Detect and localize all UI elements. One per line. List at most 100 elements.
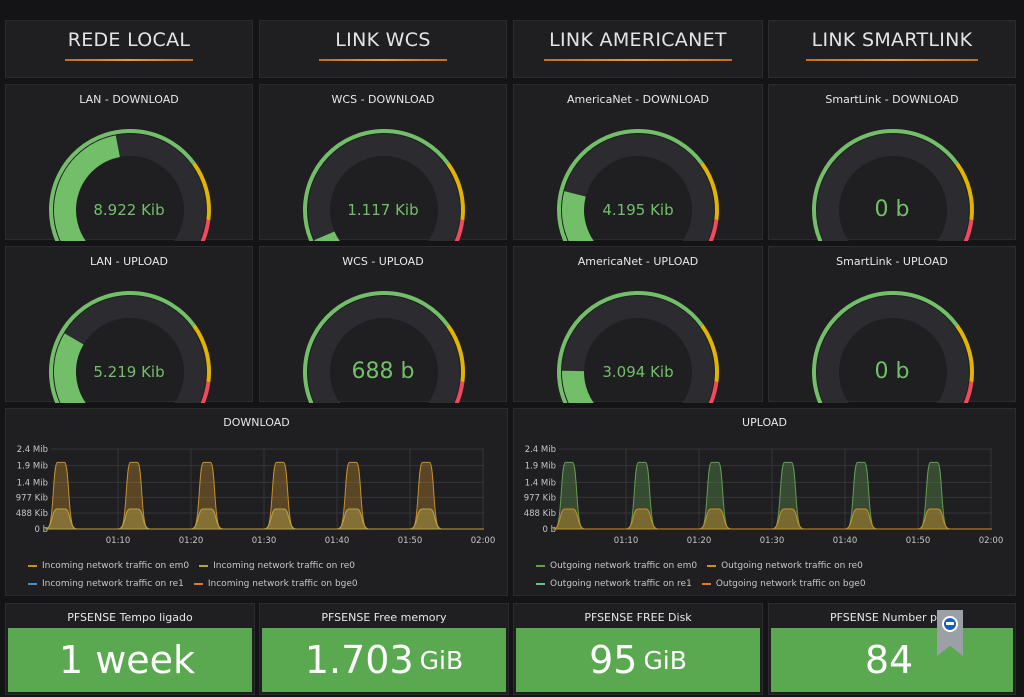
y-tick-label: 977 Kib [524, 493, 556, 503]
gauge-threshold-red [200, 381, 211, 403]
gauge-threshold-green [49, 291, 196, 403]
gauge-value: 688 b [351, 359, 415, 384]
gauge-threshold-orange [446, 324, 465, 383]
gauge-threshold-green [303, 129, 450, 241]
gauge-panel-lan-upload[interactable]: LAN - UPLOAD 5.219 Kib [5, 246, 253, 403]
stat-panel-free-disk[interactable]: PFSENSE FREE Disk 95 GiB [513, 603, 763, 695]
legend-item[interactable]: Outgoing network traffic on re1 [536, 579, 692, 589]
stat-value: 84 [864, 638, 914, 682]
gauge-panel-smartlink-upload[interactable]: SmartLink - UPLOAD 0 b [768, 246, 1016, 403]
series-peak [117, 508, 151, 530]
legend-label: Incoming network traffic on em0 [42, 561, 190, 571]
x-tick-label: 01:40 [325, 536, 350, 546]
header-panel-link-americanet: LINK AMERICANET [513, 20, 763, 78]
y-tick-label: 977 Kib [16, 493, 48, 503]
series-peak [552, 508, 586, 530]
y-tick-label: 0 b [542, 525, 556, 535]
gauge-threshold-red [708, 381, 719, 403]
legend-label: Outgoing network traffic on bge0 [715, 579, 866, 589]
legend-item[interactable]: Incoming network traffic on re0 [199, 561, 355, 571]
legend-item[interactable]: Outgoing network traffic on bge0 [701, 579, 866, 589]
x-tick-label: 01:30 [760, 536, 785, 546]
gauge-threshold-red [708, 219, 719, 241]
gauge-threshold-orange [700, 162, 719, 221]
y-tick-label: 0 b [34, 525, 48, 535]
series-peak [698, 508, 732, 530]
gauge-title: LAN - DOWNLOAD [79, 93, 179, 106]
legend-swatch [536, 565, 545, 567]
legend-item[interactable]: Incoming network traffic on em0 [28, 561, 189, 571]
header-underline [319, 59, 447, 61]
legend-label: Incoming network traffic on bge0 [207, 579, 358, 589]
x-tick-label: 01:20 [179, 536, 204, 546]
gauge-panel-americanet-download[interactable]: AmericaNet - DOWNLOAD 4.195 Kib [513, 84, 763, 241]
y-tick-label: 1.4 Mib [525, 478, 556, 488]
gauge-title: WCS - DOWNLOAD [331, 93, 435, 106]
stat-unit: GiB [419, 645, 464, 675]
download-chart-panel[interactable]: DOWNLOAD 2.4 Mib 1.9 Mib 1.4 Mib 977 Kib 488… [5, 408, 508, 596]
stat-panel-free-memory[interactable]: PFSENSE Free memory 1.703 GiB [259, 603, 509, 695]
gauge-threshold-red [200, 219, 211, 241]
teamviewer-flag-icon[interactable] [937, 610, 963, 656]
legend-item[interactable]: Incoming network traffic on re1 [28, 579, 184, 589]
gauge-panel-wcs-download[interactable]: WCS - DOWNLOAD 1.117 Kib [259, 84, 507, 241]
header-panel-rede-local: REDE LOCAL [5, 20, 253, 78]
gauge-threshold-orange [955, 162, 974, 221]
gauge-value-arc [562, 370, 594, 403]
gauge-track [308, 296, 460, 403]
legend-item[interactable]: Incoming network traffic on bge0 [193, 579, 358, 589]
gauge-value-arc [54, 333, 86, 403]
header-title: REDE LOCAL [67, 29, 191, 51]
legend-item[interactable]: Outgoing network traffic on re0 [707, 561, 863, 571]
header-title: LINK AMERICANET [549, 29, 727, 51]
stat-unit: GiB [643, 645, 687, 675]
chart-legend: Outgoing network traffic on em0 Outgoing… [536, 557, 866, 593]
gauge-panel-smartlink-download[interactable]: SmartLink - DOWNLOAD 0 b [768, 84, 1016, 241]
legend-swatch [28, 565, 37, 567]
flag-arrow [946, 622, 954, 625]
legend-swatch [701, 583, 711, 585]
header-panel-link-wcs: LINK WCS [259, 20, 507, 78]
gauge-panel-wcs-upload[interactable]: WCS - UPLOAD 688 b [259, 246, 507, 403]
gauge-panel-americanet-upload[interactable]: AmericaNet - UPLOAD 3.094 Kib [513, 246, 763, 403]
header-underline [806, 59, 978, 61]
gauge-threshold-red [454, 381, 465, 403]
upload-chart-panel[interactable]: UPLOAD 2.4 Mib 1.9 Mib 1.4 Mib 977 Kib 488 K… [513, 408, 1016, 596]
stat-box: 1.703 GiB [262, 628, 506, 692]
stat-box: 95 GiB [516, 628, 760, 692]
gauge-value-arc [562, 191, 594, 241]
legend-swatch [193, 583, 203, 585]
legend-label: Incoming network traffic on re0 [213, 561, 355, 571]
gauge-threshold-orange [700, 324, 719, 383]
upload-chart[interactable]: 2.4 Mib 1.9 Mib 1.4 Mib 977 Kib 488 Kib 0 b 01… [514, 409, 1017, 597]
gauge-value: 8.922 Kib [93, 201, 165, 219]
y-tick-label: 2.4 Mib [17, 445, 48, 455]
gauge-title: AmericaNet - DOWNLOAD [566, 93, 710, 106]
gauge-track [308, 134, 460, 241]
x-tick-label: 01:30 [252, 536, 277, 546]
gauge-threshold-orange [192, 324, 211, 383]
download-chart[interactable]: 2.4 Mib 1.9 Mib 1.4 Mib 977 Kib 488 Kib 0 b 01… [6, 409, 509, 597]
stat-panel-uptime[interactable]: PFSENSE Tempo ligado 1 week [5, 603, 255, 695]
gauge-value: 1.117 Kib [347, 201, 419, 219]
stat-value: 1.703 [304, 638, 414, 682]
gauge-track [817, 134, 969, 241]
gauge-threshold-red [454, 219, 465, 241]
chart-legend: Incoming network traffic on em0 Incoming… [28, 557, 358, 593]
stat-title: PFSENSE Free memory [321, 611, 447, 624]
gauge-threshold-green [812, 129, 959, 241]
stat-panel-number-proc[interactable]: PFSENSE Number proc 84 [768, 603, 1016, 695]
header-underline [544, 59, 732, 61]
gauge-track [54, 296, 206, 403]
legend-label: Outgoing network traffic on re0 [721, 561, 863, 571]
series-peak [409, 508, 443, 530]
header-underline [65, 59, 193, 61]
gauge-threshold-green [812, 291, 959, 403]
gauge-dial [557, 129, 719, 241]
series-peak [771, 508, 805, 530]
series-peak [44, 508, 78, 530]
y-tick-label: 488 Kib [524, 509, 556, 519]
gauge-value-arc [54, 135, 121, 241]
gauge-panel-lan-download[interactable]: LAN - DOWNLOAD 8.922 Kib [5, 84, 253, 241]
legend-item[interactable]: Outgoing network traffic on em0 [536, 561, 697, 571]
